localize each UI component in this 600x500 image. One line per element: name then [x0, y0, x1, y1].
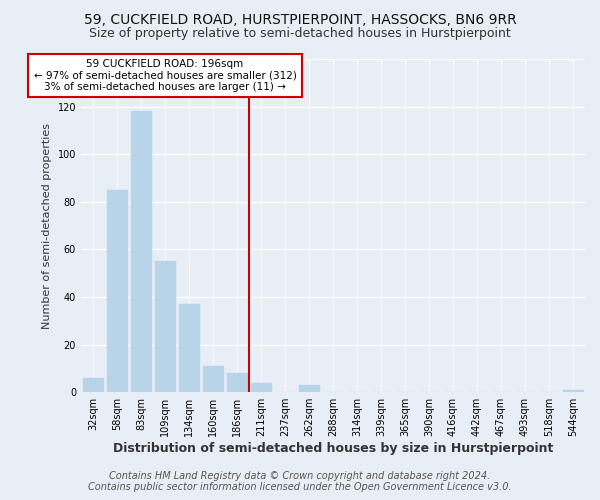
Text: 59, CUCKFIELD ROAD, HURSTPIERPOINT, HASSOCKS, BN6 9RR: 59, CUCKFIELD ROAD, HURSTPIERPOINT, HASS…	[83, 12, 517, 26]
Bar	[107, 190, 127, 392]
Bar	[299, 385, 319, 392]
Bar	[203, 366, 223, 392]
Bar	[227, 373, 247, 392]
X-axis label: Distribution of semi-detached houses by size in Hurstpierpoint: Distribution of semi-detached houses by …	[113, 442, 553, 455]
Bar	[179, 304, 199, 392]
Bar	[563, 390, 583, 392]
Y-axis label: Number of semi-detached properties: Number of semi-detached properties	[42, 122, 52, 328]
Bar	[131, 112, 151, 392]
Text: Size of property relative to semi-detached houses in Hurstpierpoint: Size of property relative to semi-detach…	[89, 28, 511, 40]
Text: Contains HM Land Registry data © Crown copyright and database right 2024.
Contai: Contains HM Land Registry data © Crown c…	[88, 471, 512, 492]
Text: 59 CUCKFIELD ROAD: 196sqm
← 97% of semi-detached houses are smaller (312)
3% of : 59 CUCKFIELD ROAD: 196sqm ← 97% of semi-…	[34, 59, 296, 92]
Bar	[155, 262, 175, 392]
Bar	[83, 378, 103, 392]
Bar	[251, 382, 271, 392]
